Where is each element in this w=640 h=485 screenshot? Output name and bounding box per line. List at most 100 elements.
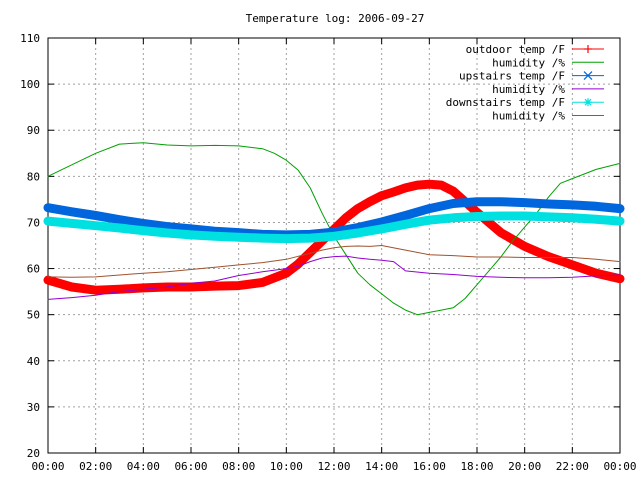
x-tick-label: 00:00 [31, 460, 64, 473]
legend-marker [583, 71, 593, 81]
y-tick-label: 100 [20, 78, 40, 91]
series-4 [47, 255, 621, 300]
data-point [523, 201, 526, 204]
data-point [285, 237, 288, 240]
data-point [619, 277, 621, 280]
legend-label: downstairs temp /F [446, 96, 565, 109]
data-point [214, 230, 216, 232]
data-point [392, 191, 395, 193]
legend-entry: upstairs temp /F [459, 70, 604, 83]
data-point [428, 219, 431, 221]
x-tick-label: 08:00 [222, 460, 255, 473]
data-point [190, 286, 192, 288]
legend-label: outdoor temp /F [466, 43, 565, 56]
series-6 [47, 245, 621, 278]
data-point [380, 228, 383, 230]
data-point [190, 228, 192, 230]
legend-label: humidity /% [492, 83, 565, 96]
x-tick-label: 10:00 [270, 460, 303, 473]
data-point [237, 284, 240, 287]
legend-label: humidity /% [492, 110, 565, 123]
data-point [476, 215, 478, 218]
data-point [142, 229, 145, 232]
data-point [452, 202, 455, 205]
x-tick-label: 14:00 [365, 460, 398, 473]
data-point [237, 236, 240, 238]
series-line [47, 245, 621, 278]
chart-title: Temperature log: 2006-09-27 [246, 12, 425, 25]
data-point [369, 200, 371, 203]
data-point [595, 205, 597, 208]
x-tick-label: 06:00 [174, 460, 207, 473]
data-point [118, 218, 121, 221]
y-tick-label: 30 [27, 401, 40, 414]
data-point [595, 272, 597, 275]
data-point [476, 200, 478, 203]
data-point [94, 214, 97, 217]
x-tick-label: 16:00 [413, 460, 446, 473]
data-point [404, 187, 407, 189]
legend-entry: outdoor temp /F [466, 43, 604, 56]
data-point [619, 207, 621, 210]
data-point [309, 237, 312, 239]
data-point [297, 263, 300, 265]
legend-label: humidity /% [492, 56, 565, 69]
y-tick-label: 50 [27, 309, 40, 322]
x-tick-label: 22:00 [556, 460, 589, 473]
data-point [452, 190, 455, 192]
legend-entry: downstairs temp /F [446, 96, 604, 109]
legend-label: upstairs temp /F [459, 70, 565, 83]
data-point [47, 206, 49, 209]
y-tick-label: 90 [27, 124, 40, 137]
data-point [619, 220, 621, 222]
data-point [71, 222, 73, 225]
series-line [47, 255, 621, 300]
data-point [440, 184, 443, 186]
data-point [500, 215, 502, 217]
series-2 [47, 142, 621, 316]
series-line [47, 142, 621, 316]
data-point [190, 234, 192, 236]
data-point [47, 220, 49, 222]
y-tick-label: 40 [27, 355, 40, 368]
data-point [523, 245, 526, 248]
plot-border [47, 37, 621, 454]
data-point [214, 235, 216, 238]
y-tick-label: 60 [27, 263, 40, 276]
data-point [571, 217, 574, 219]
x-tick-label: 02:00 [79, 460, 112, 473]
data-point [500, 200, 502, 203]
legend-entry: humidity /% [492, 110, 604, 123]
data-point [357, 207, 359, 210]
data-point [500, 231, 502, 234]
x-tick-label: 12:00 [317, 460, 350, 473]
y-tick-label: 20 [27, 447, 40, 460]
data-point [488, 221, 490, 224]
y-tick-label: 110 [20, 32, 40, 45]
data-point [261, 281, 264, 284]
legend-marker [584, 98, 592, 106]
data-point [118, 288, 121, 291]
data-point [595, 218, 597, 220]
legend-entry: humidity /% [492, 56, 604, 69]
data-point [333, 235, 335, 238]
data-point [47, 279, 49, 281]
data-point [345, 217, 347, 219]
legend-entry: humidity /% [492, 83, 604, 96]
data-point [547, 216, 550, 218]
series-5 [43, 211, 625, 244]
data-point [380, 221, 383, 223]
data-point [94, 289, 97, 292]
data-point [94, 224, 97, 227]
data-point [71, 211, 73, 213]
x-tick-label: 00:00 [603, 460, 636, 473]
data-point [428, 183, 431, 185]
grid-lines [48, 38, 620, 453]
data-point [142, 287, 145, 289]
x-tick-label: 18:00 [460, 460, 493, 473]
data-point [214, 285, 216, 287]
data-point [166, 225, 168, 228]
data-point [523, 215, 526, 217]
